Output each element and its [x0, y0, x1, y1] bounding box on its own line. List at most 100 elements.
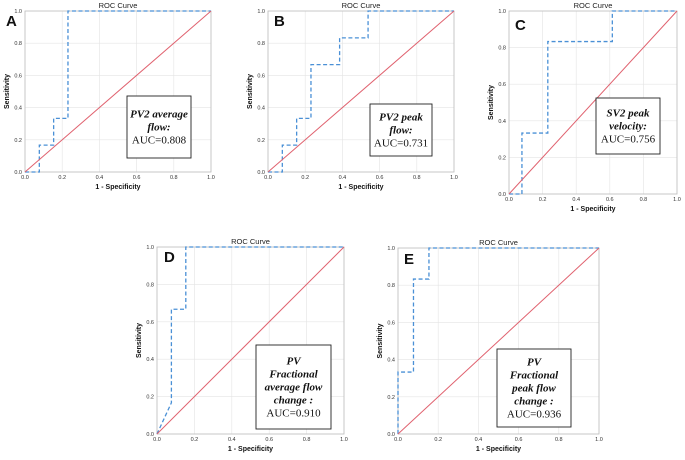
y-tick-label: 0.6 — [257, 73, 265, 79]
y-axis-label: Sensitivity — [377, 323, 384, 358]
annotation-title-line: change : — [274, 395, 313, 407]
x-tick-label: 0.2 — [301, 175, 309, 181]
roc-panel-c: 0.0 0.2 0.4 0.6 0.8 1.0 0.0 0.2 0.4 0.6 0.8 1.0 ROC … — [488, 1, 681, 213]
auc-annotation-box — [369, 103, 433, 157]
reference-diagonal-line — [267, 10, 455, 173]
y-tick-label: 1.0 — [387, 246, 395, 252]
y-tick-label: 0.4 — [257, 106, 265, 112]
x-tick-label: 0.4 — [96, 175, 104, 181]
panel-letter: D — [164, 249, 175, 266]
x-axis-label: 1 - Specificity — [338, 184, 383, 191]
x-tick-label: 0.8 — [640, 197, 648, 203]
annotation-title-line: PV2 peak — [379, 112, 423, 124]
y-axis-label: Sensitivity — [488, 85, 495, 120]
y-tick-label: 0.4 — [146, 357, 154, 363]
x-tick-label: 1.0 — [340, 437, 348, 443]
reference-diagonal-line — [508, 10, 678, 195]
y-tick-label: 0.2 — [387, 395, 395, 401]
chart-title: ROC Curve — [342, 1, 381, 10]
annotation-title-line: flow: — [147, 122, 170, 134]
x-tick-label: 0.2 — [539, 197, 547, 203]
x-tick-label: 0.0 — [394, 437, 402, 443]
x-axis-label: 1 - Specificity — [570, 206, 615, 213]
annotation-title-line: peak flow — [511, 383, 556, 395]
y-tick-label: 0.8 — [146, 282, 154, 288]
y-tick-label: 1.0 — [14, 9, 22, 15]
auc-value-label: AUC=0.808 — [132, 135, 187, 147]
auc-value-label: AUC=0.936 — [507, 409, 562, 421]
x-axis-label: 1 - Specificity — [476, 446, 521, 453]
x-tick-label: 1.0 — [450, 175, 458, 181]
annotation-title-line: velocity: — [609, 121, 647, 133]
y-axis-label: Sensitivity — [4, 74, 11, 109]
x-tick-label: 1.0 — [595, 437, 603, 443]
y-tick-label: 0.6 — [387, 320, 395, 326]
annotation-title-line: PV — [286, 356, 302, 368]
roc-panel-b: 0.0 0.2 0.4 0.6 0.8 1.0 0.0 0.2 0.4 0.6 0.8 1.0 ROC … — [247, 1, 458, 191]
annotation-title-line: average flow — [265, 382, 323, 394]
x-tick-label: 0.6 — [265, 437, 273, 443]
y-tick-label: 0.0 — [14, 170, 22, 176]
panel-letter: B — [274, 13, 285, 30]
x-tick-label: 0.0 — [153, 437, 161, 443]
y-tick-label: 0.6 — [498, 82, 506, 88]
auc-annotation-box — [255, 344, 332, 430]
annotation-title-line: Fractional — [268, 369, 318, 381]
annotation-title-line: PV2 average — [130, 109, 188, 121]
x-tick-label: 0.2 — [191, 437, 199, 443]
plot-frame — [508, 10, 678, 195]
annotation-title-line: change : — [514, 396, 553, 408]
x-tick-label: 0.4 — [572, 197, 580, 203]
y-tick-label: 0.8 — [498, 46, 506, 52]
annotation-title-line: SV2 peak — [606, 108, 650, 120]
x-tick-label: 0.0 — [505, 197, 513, 203]
y-tick-label: 1.0 — [498, 9, 506, 15]
x-tick-label: 0.6 — [606, 197, 614, 203]
auc-annotation-box — [595, 97, 661, 155]
y-tick-label: 1.0 — [257, 9, 265, 15]
y-tick-label: 0.0 — [498, 192, 506, 198]
roc-panel-e: 0.0 0.2 0.4 0.6 0.8 1.0 0.0 0.2 0.4 0.6 0.8 1.0 ROC … — [377, 238, 603, 453]
y-tick-label: 0.2 — [498, 155, 506, 161]
x-tick-label: 0.4 — [475, 437, 483, 443]
y-tick-label: 0.4 — [14, 106, 22, 112]
annotation-title-line: flow: — [389, 125, 412, 137]
auc-value-label: AUC=0.756 — [601, 134, 656, 146]
y-tick-label: 0.2 — [257, 138, 265, 144]
x-tick-label: 0.4 — [339, 175, 347, 181]
x-tick-label: 0.8 — [413, 175, 421, 181]
y-tick-label: 0.4 — [498, 119, 506, 125]
x-tick-label: 0.4 — [228, 437, 236, 443]
roc-curve-line — [397, 247, 599, 434]
x-tick-label: 0.6 — [133, 175, 141, 181]
x-tick-label: 0.0 — [264, 175, 272, 181]
y-axis-label: Sensitivity — [247, 74, 254, 109]
y-tick-label: 0.0 — [387, 432, 395, 438]
reference-diagonal-line — [24, 10, 212, 173]
y-tick-label: 1.0 — [146, 245, 154, 251]
roc-curve-line — [509, 10, 677, 195]
x-tick-label: 0.2 — [434, 437, 442, 443]
roc-panel-d: 0.0 0.2 0.4 0.6 0.8 1.0 0.0 0.2 0.4 0.6 0.8 1.0 ROC … — [136, 237, 348, 453]
x-axis-label: 1 - Specificity — [95, 184, 140, 191]
x-tick-label: 0.8 — [303, 437, 311, 443]
panel-letter: A — [6, 13, 17, 30]
x-tick-label: 1.0 — [673, 197, 681, 203]
auc-value-label: AUC=0.731 — [374, 138, 428, 150]
plot-frame — [267, 10, 455, 173]
annotation-title-line: Fractional — [509, 370, 559, 382]
y-tick-label: 0.0 — [146, 432, 154, 438]
x-tick-label: 0.8 — [555, 437, 563, 443]
y-tick-label: 0.8 — [14, 41, 22, 47]
y-tick-label: 0.0 — [257, 170, 265, 176]
y-tick-label: 0.8 — [387, 283, 395, 289]
y-tick-label: 0.6 — [14, 73, 22, 79]
panel-letter: E — [404, 251, 414, 268]
reference-diagonal-line — [156, 246, 345, 435]
annotation-title-line: PV — [527, 357, 543, 369]
chart-title: ROC Curve — [99, 1, 138, 10]
chart-title: ROC Curve — [231, 237, 270, 246]
y-tick-label: 0.2 — [14, 138, 22, 144]
x-tick-label: 0.6 — [515, 437, 523, 443]
